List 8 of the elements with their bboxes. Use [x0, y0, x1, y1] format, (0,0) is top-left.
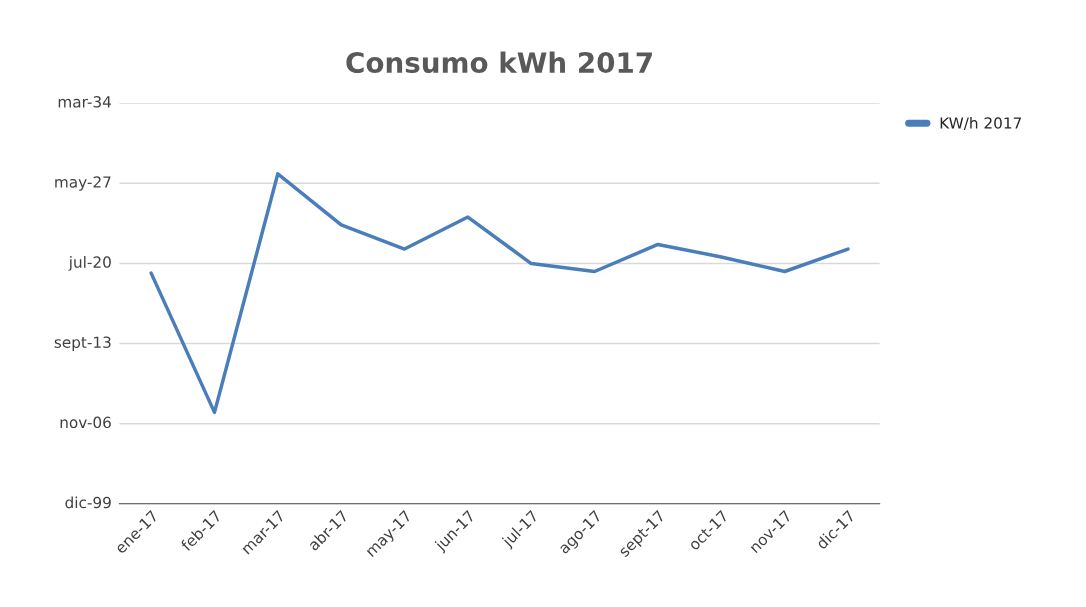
text: dic-99 — [65, 496, 111, 509]
legend-label: KW/h 2017 — [940, 116, 1021, 130]
text: jul-20 — [68, 256, 111, 271]
text: may-27 — [55, 176, 111, 191]
text: nov-06 — [60, 416, 111, 429]
chart-title: Consumo kWh 2017 — [346, 51, 652, 74]
text: sept-13 — [54, 336, 111, 351]
text: mar-34 — [58, 96, 111, 108]
